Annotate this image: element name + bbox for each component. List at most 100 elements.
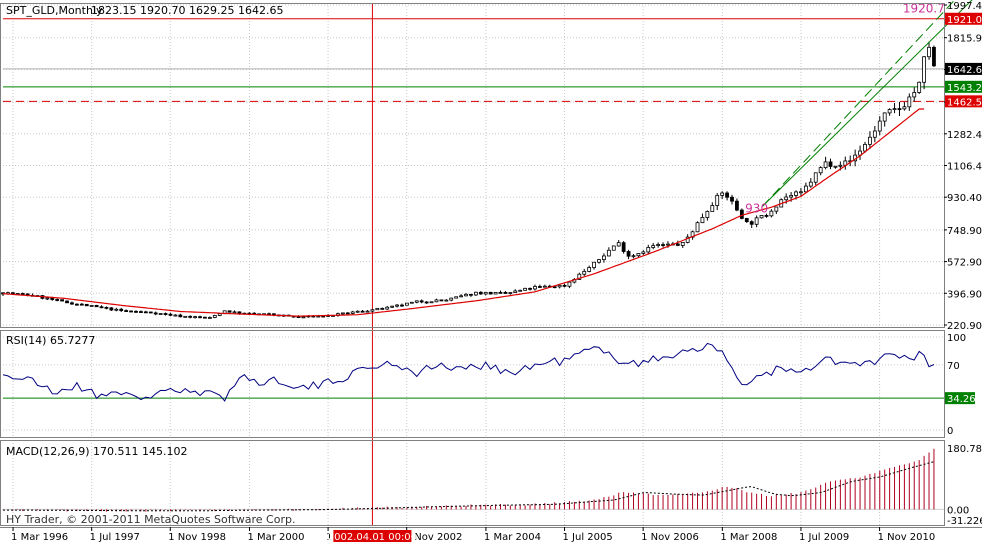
candle-body-162 [799, 191, 803, 194]
candle-body-180 [887, 109, 892, 114]
candle-body-155 [764, 215, 769, 217]
candle-body-115 [567, 281, 572, 287]
candle-body-120 [592, 261, 596, 268]
candle-body-100 [493, 291, 498, 295]
candle-body-61 [301, 316, 306, 319]
candle-body-27 [134, 310, 138, 313]
price-tick-label-5: 1106.40 [947, 161, 982, 172]
candle-body-42 [207, 317, 212, 319]
x-tick-label-2: 1 Nov 1998 [168, 532, 226, 543]
candle-body-87 [429, 301, 434, 304]
candle-body-157 [774, 206, 779, 212]
candle-body-164 [808, 181, 813, 187]
candle-body-106 [523, 287, 528, 291]
candle-body-125 [616, 242, 621, 247]
candle-body-40 [198, 316, 202, 319]
candle-body-145 [715, 194, 720, 206]
candle-body-185 [912, 92, 917, 98]
candle-body-114 [562, 284, 567, 287]
candle-body-135 [666, 243, 670, 246]
candle-body-160 [789, 195, 794, 198]
x-tick-label-1: 1 Jul 1997 [90, 532, 140, 543]
candle-body-121 [597, 259, 601, 263]
candle-body-47 [232, 311, 237, 314]
level-box-1 [945, 62, 982, 75]
candle-body-89 [439, 299, 444, 302]
level-value-3: 1462.56 [947, 97, 982, 108]
annotation-0: 1920.7 [903, 2, 945, 16]
grid-lines [3, 3, 944, 525]
candle-body-177 [872, 130, 877, 138]
candle-body-151 [744, 218, 749, 223]
ohlc-readout: 1823.15 1920.70 1629.25 1642.65 [91, 4, 283, 17]
candle-body-44 [217, 313, 222, 316]
candle-body-36 [178, 314, 183, 318]
candle-body-188 [927, 46, 931, 58]
level-value-0: 1921.02 [947, 15, 982, 26]
candle-body-24 [119, 308, 124, 311]
candle-body-33 [163, 313, 168, 315]
candle-body-163 [803, 185, 808, 193]
candle-body-178 [877, 120, 882, 132]
candle-body-85 [419, 300, 424, 303]
rsi-tick-label-1: 70 [947, 361, 960, 372]
candle-body-12 [60, 299, 65, 302]
candle-body-11 [55, 299, 60, 301]
candle-body-170 [838, 164, 843, 167]
candle-body-124 [611, 245, 616, 251]
crosshair-time-label: 2002.04.01 00:00 [328, 532, 417, 543]
candle-body-78 [385, 306, 390, 310]
candle-body-181 [892, 108, 897, 110]
candle-body-119 [587, 267, 592, 272]
candle-body-179 [882, 112, 887, 122]
price-tick-label-0: 1997.40 [947, 1, 982, 12]
candle-body-184 [907, 96, 912, 108]
candle-body-30 [148, 311, 153, 314]
x-tick-label-8: 1 Nov 2006 [641, 532, 699, 543]
candle-body-149 [735, 200, 739, 211]
candle-body-186 [917, 81, 922, 93]
candle-body-71 [350, 311, 355, 314]
candle-body-132 [651, 245, 656, 248]
candle-body-153 [754, 217, 759, 225]
candle-body-97 [478, 291, 483, 295]
candle-body-122 [602, 255, 606, 261]
axis-labels: 1997.401815.901639.401458.901282.401106.… [11, 1, 982, 543]
candle-body-15 [74, 303, 79, 306]
candle-body-70 [345, 312, 350, 315]
price-tick-label-1: 1815.90 [947, 34, 982, 45]
series-layer: 1920.7 930 [1, 0, 973, 512]
x-tick-label-3: 1 Mar 2000 [247, 532, 304, 543]
candle-body-26 [129, 310, 133, 313]
candle-body-144 [710, 205, 715, 212]
macd-tick-label-0: 180.781 [947, 444, 982, 455]
candle-body-182 [897, 108, 902, 110]
panel-frame-2 [0, 440, 945, 526]
candle-body-22 [109, 307, 114, 311]
candle-body-72 [355, 310, 360, 313]
copyright-text: HY Trader, © 2001-2011 MetaQuotes Softwa… [6, 513, 295, 526]
candle-body-117 [577, 273, 582, 280]
candle-body-73 [360, 310, 365, 313]
candle-body-128 [631, 255, 636, 258]
candle-body-34 [168, 313, 173, 316]
price-tick-label-7: 748.90 [947, 226, 982, 237]
candle-body-14 [70, 302, 74, 305]
moving-average-line [2, 108, 925, 317]
candle-body-103 [508, 292, 513, 294]
candle-body-187 [922, 56, 927, 83]
candle-body-93 [459, 295, 463, 298]
candle-body-39 [193, 316, 198, 319]
candle-body-82 [405, 302, 409, 306]
candle-body-146 [720, 192, 725, 196]
candle-body-138 [680, 241, 685, 246]
candle-body-80 [395, 304, 399, 307]
candle-body-107 [528, 287, 532, 290]
candle-body-137 [675, 243, 680, 246]
candle-body-150 [739, 209, 744, 219]
candle-body-105 [518, 289, 523, 292]
candle-body-131 [646, 247, 651, 253]
trendline-0 [762, 0, 973, 207]
